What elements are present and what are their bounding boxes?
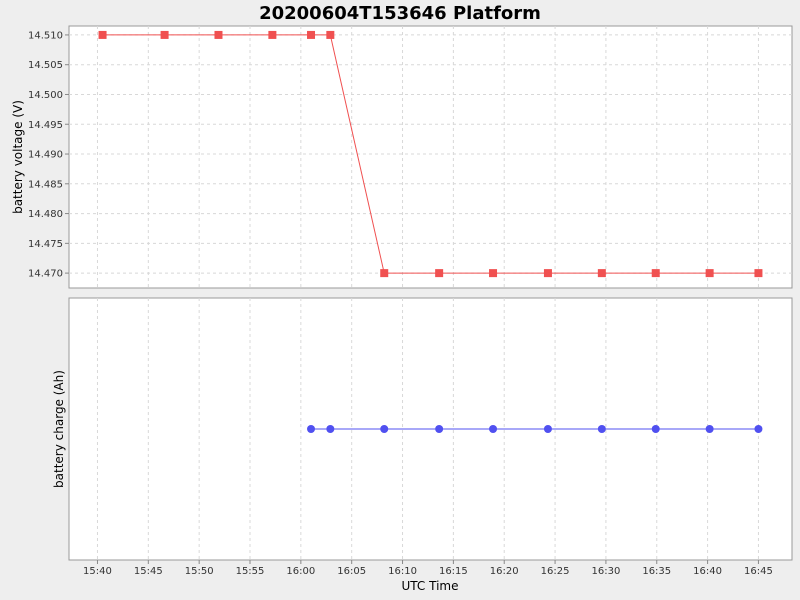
x-tick-label: 16:15 <box>439 566 468 577</box>
x-tick-label: 16:35 <box>642 566 671 577</box>
y-tick-label: 14.470 <box>28 269 63 280</box>
x-tick-label: 15:55 <box>236 566 265 577</box>
series-line <box>102 34 759 274</box>
x-tick-label: 16:45 <box>744 566 773 577</box>
x-tick-label: 16:40 <box>693 566 722 577</box>
y-tick-label: 14.480 <box>28 209 63 220</box>
x-tick-label: 16:20 <box>490 566 519 577</box>
x-tick-label: 15:45 <box>134 566 163 577</box>
data-point <box>597 269 606 278</box>
y-tick-label: 14.475 <box>28 239 63 250</box>
y-tick-label: 14.490 <box>28 150 63 161</box>
data-point <box>326 425 335 433</box>
series-1 <box>98 30 763 278</box>
panel-2: battery charge (Ah) <box>52 297 793 561</box>
chart-panels: 14.470 14.475 14.480 14.485 14.490 14.495 14.5… <box>11 25 793 561</box>
data-point <box>326 30 335 39</box>
x-tick-label: 16:05 <box>337 566 366 577</box>
data-point <box>705 269 714 278</box>
data-point <box>307 425 316 433</box>
data-point <box>543 269 552 278</box>
y-tick-label: 14.485 <box>28 179 63 190</box>
x-axis-ticks: 15:40 15:45 15:50 15:55 16:00 16:05 16:10 16:15… <box>83 560 773 577</box>
x-tick-label: 15:50 <box>185 566 214 577</box>
x-tick-label: 16:10 <box>388 566 417 577</box>
data-point <box>435 269 444 278</box>
chart-title: 20200604T153646 Platform <box>259 3 541 24</box>
data-point <box>160 30 169 39</box>
x-axis-label: UTC Time <box>402 579 459 593</box>
y-axis-label: battery voltage (V) <box>11 100 25 214</box>
panel-1: 14.470 14.475 14.480 14.485 14.490 14.495 14.5… <box>11 25 793 289</box>
data-point <box>489 425 498 433</box>
y-tick-label: 14.495 <box>28 120 63 131</box>
data-point <box>754 269 763 278</box>
data-point <box>651 425 660 433</box>
data-point <box>380 269 389 278</box>
data-point <box>307 30 316 39</box>
data-point <box>98 30 107 39</box>
y-tick-label: 14.500 <box>28 90 63 101</box>
y-tick-label: 14.505 <box>28 60 63 71</box>
data-point <box>705 425 714 433</box>
data-point <box>754 425 763 433</box>
data-point <box>214 30 223 39</box>
data-point <box>651 269 660 278</box>
x-tick-label: 16:30 <box>591 566 620 577</box>
data-point <box>435 425 444 433</box>
data-point <box>489 269 498 278</box>
data-point <box>543 425 552 433</box>
data-point <box>597 425 606 433</box>
y-axis-label: battery charge (Ah) <box>52 370 66 488</box>
data-point <box>380 425 389 433</box>
plot-area <box>68 25 793 289</box>
x-tick-label: 16:00 <box>286 566 315 577</box>
x-tick-label: 15:40 <box>83 566 112 577</box>
data-point <box>268 30 277 39</box>
x-tick-label: 16:25 <box>541 566 570 577</box>
y-tick-label: 14.510 <box>28 30 63 41</box>
series-1 <box>307 425 763 433</box>
